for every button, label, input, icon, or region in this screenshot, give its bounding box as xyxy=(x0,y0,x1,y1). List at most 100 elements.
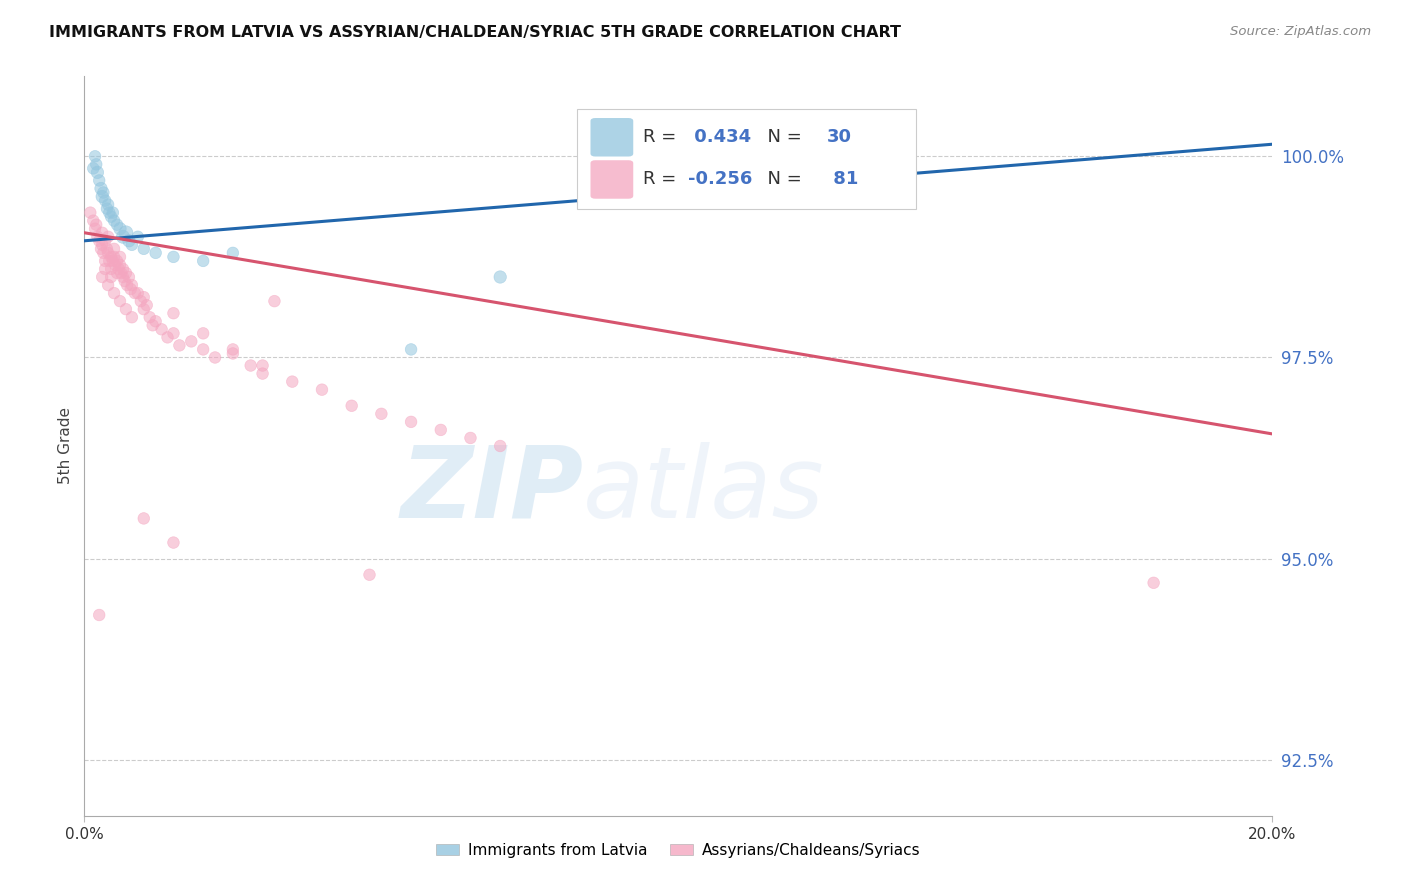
Point xyxy=(118,234,141,248)
Point xyxy=(180,334,202,349)
Point xyxy=(311,383,333,397)
Point xyxy=(108,258,131,272)
Point xyxy=(84,149,107,163)
Point xyxy=(89,234,111,248)
Text: R =: R = xyxy=(643,128,682,146)
Point xyxy=(118,270,141,285)
Point xyxy=(90,181,112,195)
FancyBboxPatch shape xyxy=(578,109,917,209)
Point xyxy=(103,242,125,256)
Text: 0.434: 0.434 xyxy=(688,128,751,146)
Point xyxy=(121,237,143,252)
Point xyxy=(104,258,127,272)
Point xyxy=(399,343,422,357)
Point xyxy=(105,266,128,280)
Point xyxy=(98,205,121,219)
Point xyxy=(191,343,215,357)
Text: 81: 81 xyxy=(827,170,858,188)
Point xyxy=(162,250,184,264)
Point xyxy=(142,318,165,333)
Point xyxy=(84,218,107,232)
Point xyxy=(96,202,118,216)
Legend: Immigrants from Latvia, Assyrians/Chaldeans/Syriacs: Immigrants from Latvia, Assyrians/Chalde… xyxy=(430,837,927,864)
Point xyxy=(82,161,104,176)
Point xyxy=(132,302,155,317)
Point xyxy=(97,245,120,260)
Point xyxy=(127,286,149,301)
Point xyxy=(111,270,134,285)
Point xyxy=(129,294,152,309)
Point xyxy=(105,218,128,232)
Point xyxy=(84,157,107,171)
Point xyxy=(100,262,122,277)
Point xyxy=(108,221,131,235)
Point xyxy=(135,298,157,312)
Point xyxy=(91,270,114,285)
Point xyxy=(115,302,138,317)
Text: ZIP: ZIP xyxy=(401,442,583,539)
Point xyxy=(252,367,274,381)
Point xyxy=(489,439,512,453)
Point xyxy=(162,306,184,320)
Point xyxy=(138,310,160,325)
Point xyxy=(222,346,245,360)
Point xyxy=(89,173,111,187)
Point xyxy=(91,226,114,240)
Point xyxy=(127,229,149,244)
Point xyxy=(115,226,138,240)
Point xyxy=(94,194,117,208)
Point xyxy=(222,245,245,260)
Text: -0.256: -0.256 xyxy=(688,170,752,188)
Point xyxy=(91,189,114,203)
Point xyxy=(191,254,215,268)
Point xyxy=(94,234,117,248)
Point xyxy=(96,242,118,256)
Point xyxy=(93,186,115,200)
Point xyxy=(132,290,155,304)
Text: R =: R = xyxy=(643,170,682,188)
Point xyxy=(79,205,101,219)
Point xyxy=(108,262,131,277)
Point xyxy=(145,245,167,260)
Point xyxy=(252,359,274,373)
Point xyxy=(114,274,136,288)
Point xyxy=(169,338,191,352)
Point xyxy=(121,278,143,293)
Point xyxy=(89,607,111,622)
Y-axis label: 5th Grade: 5th Grade xyxy=(58,408,73,484)
Point xyxy=(86,165,108,179)
Point xyxy=(120,282,142,296)
Point xyxy=(115,278,138,293)
Point xyxy=(100,210,122,224)
Point xyxy=(101,205,124,219)
Text: IMMIGRANTS FROM LATVIA VS ASSYRIAN/CHALDEAN/SYRIAC 5TH GRADE CORRELATION CHART: IMMIGRANTS FROM LATVIA VS ASSYRIAN/CHALD… xyxy=(49,25,901,40)
Point xyxy=(132,511,155,525)
Text: Source: ZipAtlas.com: Source: ZipAtlas.com xyxy=(1230,25,1371,38)
Point xyxy=(103,286,125,301)
Text: N =: N = xyxy=(755,170,807,188)
Point xyxy=(156,330,179,344)
Point xyxy=(86,229,108,244)
Point xyxy=(239,359,262,373)
Point xyxy=(111,262,134,277)
FancyBboxPatch shape xyxy=(591,161,633,199)
Point xyxy=(121,310,143,325)
Point xyxy=(460,431,482,445)
Point xyxy=(100,250,122,264)
Point xyxy=(489,270,512,285)
Point xyxy=(124,286,146,301)
Point xyxy=(94,254,117,268)
Point xyxy=(204,351,226,365)
Point xyxy=(108,294,131,309)
Point xyxy=(1143,575,1166,590)
Point xyxy=(815,145,838,160)
Point xyxy=(110,266,132,280)
Point xyxy=(191,326,215,341)
Point xyxy=(370,407,392,421)
Point xyxy=(430,423,453,437)
Point xyxy=(97,229,120,244)
Point xyxy=(150,322,173,336)
Point xyxy=(222,343,245,357)
Text: N =: N = xyxy=(755,128,807,146)
Point xyxy=(399,415,422,429)
